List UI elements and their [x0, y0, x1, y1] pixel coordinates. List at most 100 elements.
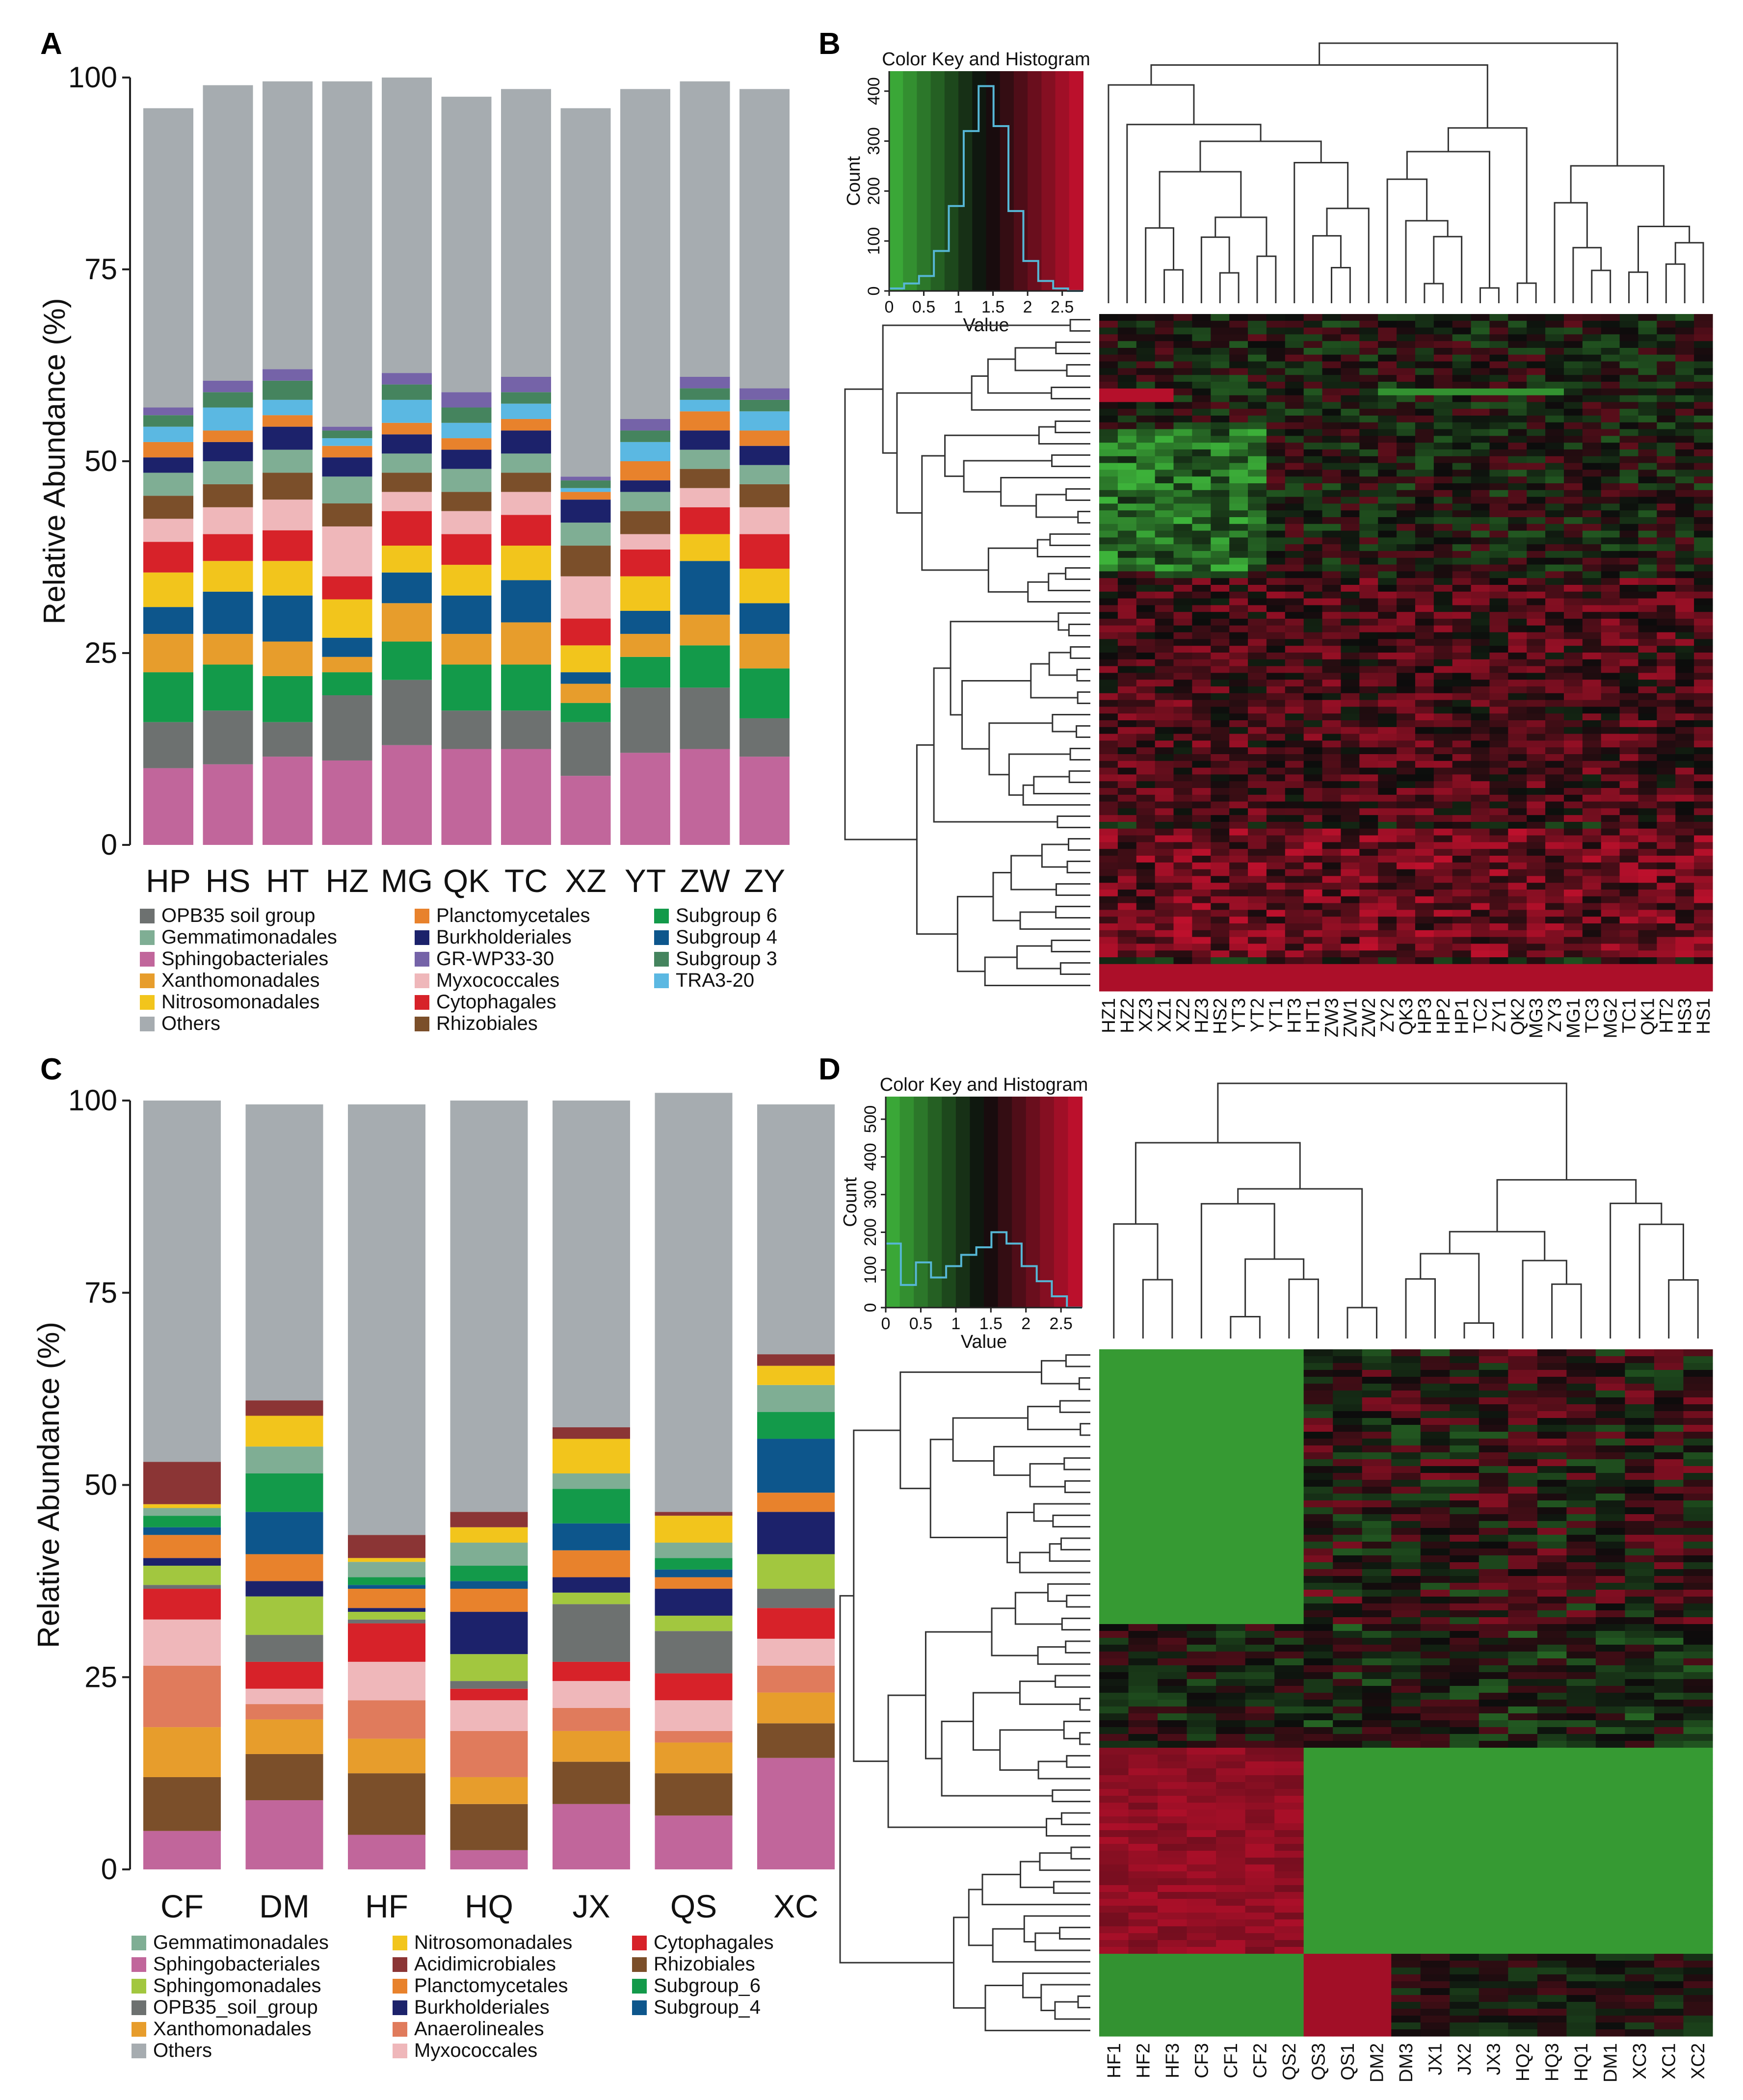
- heatmap-cell: [1397, 883, 1416, 890]
- heatmap-cell: [1158, 1528, 1188, 1535]
- heatmap-cell: [1619, 591, 1639, 599]
- heatmap-cell: [1397, 646, 1416, 653]
- heatmap-cell: [1322, 551, 1342, 558]
- heatmap-cell: [1675, 470, 1694, 477]
- bar-segment: [655, 1543, 733, 1558]
- heatmap-cell: [1433, 395, 1453, 402]
- heatmap-cell: [1211, 788, 1230, 795]
- heatmap-cell: [1322, 409, 1342, 416]
- heatmap-cell: [1420, 1713, 1450, 1721]
- heatmap-cell: [1657, 557, 1676, 565]
- heatmap-cell: [1136, 781, 1156, 788]
- heatmap-cell: [1582, 680, 1602, 687]
- heatmap-cell: [1211, 429, 1230, 436]
- heatmap-cell: [1675, 327, 1694, 335]
- heatmap-cell: [1158, 1535, 1188, 1542]
- heatmap-cell: [1563, 632, 1583, 639]
- bar-segment: [739, 757, 790, 845]
- heatmap-cell: [1675, 497, 1694, 504]
- heatmap-cell: [1694, 361, 1713, 368]
- heatmap-cell: [1694, 490, 1713, 498]
- heatmap-cell: [1397, 727, 1416, 735]
- heatmap-cell: [1333, 1535, 1363, 1542]
- heatmap-cell: [1155, 653, 1174, 660]
- heatmap-cell: [1508, 571, 1527, 578]
- heatmap-cell: [1303, 1686, 1333, 1693]
- heatmap-cell: [1452, 544, 1472, 551]
- heatmap-cell: [1657, 361, 1676, 368]
- heatmap-cell: [1694, 619, 1713, 626]
- heatmap-cell: [1099, 944, 1118, 951]
- heatmap-cell: [1489, 686, 1508, 694]
- heatmap-cell: [1192, 537, 1211, 545]
- heatmap-cell: [1601, 917, 1620, 924]
- heatmap-cell: [1322, 449, 1342, 457]
- heatmap-cell: [1563, 443, 1583, 450]
- bar-segment: [263, 415, 313, 427]
- heatmap-cell: [1192, 320, 1211, 328]
- heatmap-cell: [1216, 1370, 1246, 1377]
- heatmap-cell: [1136, 632, 1156, 639]
- heatmap-cell: [1229, 402, 1248, 409]
- heatmap-cell: [1229, 483, 1248, 491]
- heatmap-cell: [1638, 890, 1657, 897]
- heatmap-cell: [1341, 598, 1360, 605]
- heatmap-cell: [1566, 1445, 1596, 1453]
- bar-segment: [501, 392, 551, 404]
- heatmap-cell: [1489, 890, 1508, 897]
- bar-segment: [739, 430, 790, 446]
- heatmap-cell: [1452, 822, 1472, 829]
- heatmap-cell: [1657, 348, 1676, 355]
- heatmap-cell: [1155, 564, 1174, 572]
- bar-segment: [143, 442, 193, 458]
- heatmap-cell: [1508, 320, 1527, 328]
- heatmap-cell: [1683, 1500, 1713, 1508]
- heatmap-cell: [1527, 605, 1546, 612]
- heatmap-cell: [1229, 334, 1248, 341]
- heatmap-cell: [1333, 1555, 1363, 1563]
- heatmap-cell: [1694, 680, 1713, 687]
- heatmap-cell: [1694, 917, 1713, 924]
- heatmap-cell: [1266, 348, 1286, 355]
- heatmap-cell: [1303, 1562, 1333, 1570]
- heatmap-cell: [1479, 1638, 1508, 1645]
- heatmap-cell: [1471, 368, 1490, 375]
- heatmap-cell: [1322, 341, 1342, 348]
- heatmap-cell: [1601, 402, 1620, 409]
- heatmap-cell: [1537, 1370, 1567, 1377]
- heatmap-cell: [1638, 903, 1657, 910]
- heatmap-cell: [1359, 503, 1378, 511]
- heatmap-cell: [1479, 1535, 1508, 1542]
- legend-swatch: [654, 909, 669, 923]
- heatmap-cell: [1563, 436, 1583, 443]
- heatmap-cell: [1216, 1665, 1246, 1673]
- heatmap-cell: [1248, 530, 1267, 538]
- heatmap-cell: [1508, 862, 1527, 870]
- heatmap-cell: [1537, 1542, 1567, 1549]
- heatmap-cell: [1452, 524, 1472, 531]
- heatmap-cell: [1173, 788, 1192, 795]
- heatmap-cell: [1508, 639, 1527, 646]
- heatmap-cell: [1566, 1473, 1596, 1480]
- heatmap-cell: [1415, 903, 1434, 910]
- bar-segment: [143, 722, 193, 768]
- heatmap-cell: [1566, 1645, 1596, 1652]
- heatmap-cell: [1303, 801, 1323, 809]
- heatmap-cell: [1173, 463, 1192, 470]
- heatmap-cell: [1192, 754, 1211, 761]
- heatmap-cell: [1378, 436, 1397, 443]
- heatmap-cell: [1359, 375, 1378, 382]
- heatmap-cell: [1099, 734, 1118, 741]
- heatmap-cell: [1117, 625, 1137, 633]
- heatmap-cell: [1601, 964, 1620, 971]
- heatmap-cell: [1433, 754, 1453, 761]
- heatmap-cell: [1341, 890, 1360, 897]
- heatmap-cell: [1099, 503, 1118, 511]
- heatmap-cell: [1694, 673, 1713, 680]
- heatmap-cell: [1378, 483, 1397, 491]
- heatmap-cell: [1638, 422, 1657, 430]
- heatmap-cell: [1192, 903, 1211, 910]
- heatmap-cell: [1099, 388, 1118, 396]
- heatmap-cell: [1545, 944, 1564, 951]
- heatmap-cell: [1359, 903, 1378, 910]
